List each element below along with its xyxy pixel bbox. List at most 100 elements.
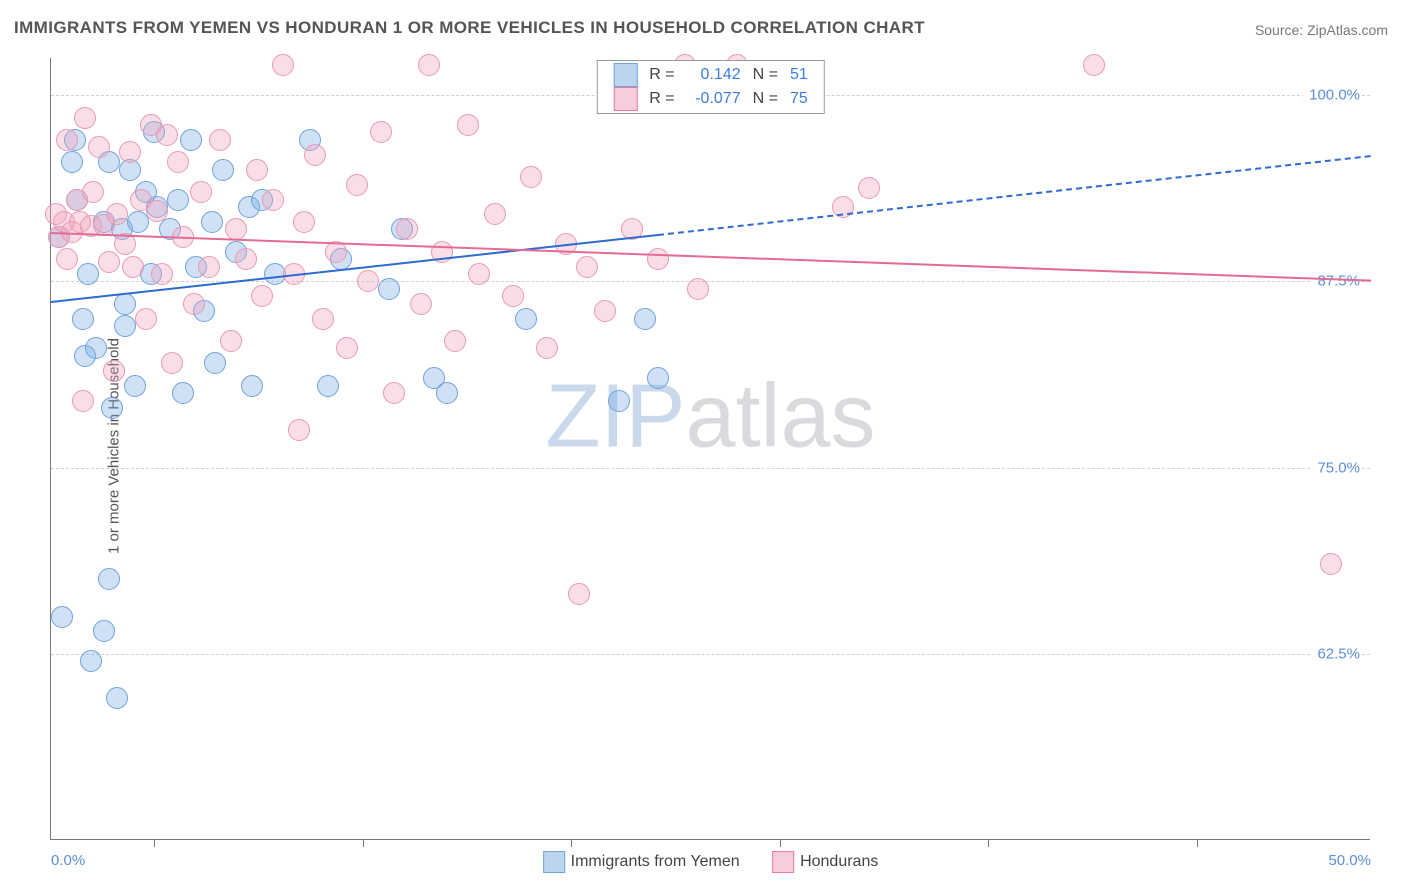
data-point — [608, 390, 630, 412]
data-point — [190, 181, 212, 203]
data-point — [594, 300, 616, 322]
source-label: Source: ZipAtlas.com — [1255, 22, 1388, 38]
legend-row-series1: R = 0.142 N = 51 — [607, 63, 813, 87]
data-point — [85, 337, 107, 359]
data-point — [198, 256, 220, 278]
x-tick-label: 50.0% — [1328, 852, 1371, 869]
data-point — [418, 54, 440, 76]
swatch-series2-bottom — [772, 851, 794, 873]
n-value-series1: 51 — [784, 63, 814, 87]
data-point — [72, 390, 94, 412]
data-point — [212, 159, 234, 181]
x-tick — [988, 839, 989, 847]
data-point — [647, 248, 669, 270]
data-point — [858, 177, 880, 199]
data-point — [135, 308, 157, 330]
data-point — [220, 330, 242, 352]
data-point — [183, 293, 205, 315]
r-label: R = — [643, 63, 680, 87]
gridline-h — [51, 468, 1370, 469]
data-point — [51, 606, 73, 628]
legend-label-series1: Immigrants from Yemen — [571, 853, 740, 870]
data-point — [515, 308, 537, 330]
data-point — [156, 124, 178, 146]
data-point — [201, 211, 223, 233]
data-point — [410, 293, 432, 315]
r-value-series2: -0.077 — [681, 87, 747, 111]
data-point — [251, 285, 273, 307]
data-point — [346, 174, 368, 196]
n-label: N = — [747, 63, 784, 87]
data-point — [634, 308, 656, 330]
watermark-right: atlas — [685, 367, 875, 467]
data-point — [101, 397, 123, 419]
data-point — [336, 337, 358, 359]
data-point — [98, 251, 120, 273]
data-point — [502, 285, 524, 307]
x-tick — [363, 839, 364, 847]
data-point — [146, 200, 168, 222]
swatch-series1 — [613, 63, 637, 87]
data-point — [484, 203, 506, 225]
data-point — [124, 375, 146, 397]
data-point — [235, 248, 257, 270]
data-point — [457, 114, 479, 136]
data-point — [161, 352, 183, 374]
data-point — [317, 375, 339, 397]
n-label: N = — [747, 87, 784, 111]
data-point — [383, 382, 405, 404]
data-point — [74, 107, 96, 129]
legend-item-series2: Hondurans — [772, 853, 878, 870]
swatch-series1-bottom — [543, 851, 565, 873]
data-point — [72, 308, 94, 330]
data-point — [151, 263, 173, 285]
data-point — [167, 151, 189, 173]
data-point — [378, 278, 400, 300]
x-tick — [571, 839, 572, 847]
data-point — [180, 129, 202, 151]
legend-row-series2: R = -0.077 N = 75 — [607, 87, 813, 111]
data-point — [370, 121, 392, 143]
data-point — [122, 256, 144, 278]
data-point — [82, 181, 104, 203]
x-tick — [780, 839, 781, 847]
data-point — [80, 650, 102, 672]
data-point — [1083, 54, 1105, 76]
data-point — [103, 360, 125, 382]
n-value-series2: 75 — [784, 87, 814, 111]
data-point — [106, 687, 128, 709]
r-label: R = — [643, 87, 680, 111]
data-point — [304, 144, 326, 166]
data-point — [288, 419, 310, 441]
y-tick-label: 87.5% — [1311, 273, 1360, 290]
y-tick-label: 75.0% — [1311, 459, 1360, 476]
gridline-h — [51, 654, 1370, 655]
swatch-series2 — [613, 87, 637, 111]
data-point — [61, 151, 83, 173]
data-point — [312, 308, 334, 330]
data-point — [468, 263, 490, 285]
data-point — [262, 189, 284, 211]
legend-series-names: Immigrants from Yemen Hondurans — [529, 851, 893, 873]
data-point — [88, 136, 110, 158]
data-point — [98, 568, 120, 590]
data-point — [93, 620, 115, 642]
data-point — [119, 141, 141, 163]
gridline-h — [51, 281, 1370, 282]
x-tick — [1197, 839, 1198, 847]
legend-item-series1: Immigrants from Yemen — [543, 853, 740, 870]
data-point — [444, 330, 466, 352]
data-point — [204, 352, 226, 374]
data-point — [396, 218, 418, 240]
x-tick — [154, 839, 155, 847]
data-point — [106, 203, 128, 225]
data-point — [687, 278, 709, 300]
data-point — [56, 129, 78, 151]
data-point — [1320, 553, 1342, 575]
data-point — [357, 270, 379, 292]
data-point — [172, 382, 194, 404]
watermark: ZIPatlas — [545, 366, 875, 469]
data-point — [568, 583, 590, 605]
data-point — [536, 337, 558, 359]
y-tick-label: 100.0% — [1303, 87, 1360, 104]
